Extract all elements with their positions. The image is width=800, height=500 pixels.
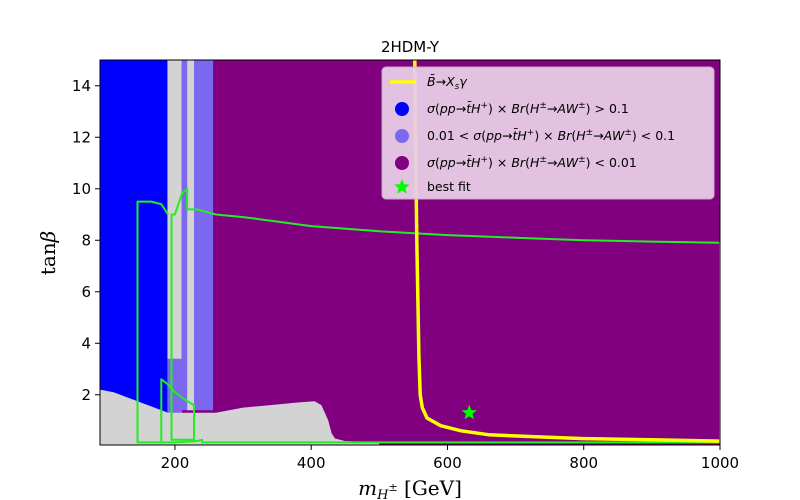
x-tick-label: 400 <box>297 454 326 472</box>
x-tick-label: 600 <box>433 454 462 472</box>
region-blue <box>100 60 168 421</box>
legend: B̄→Xsγ σ(pp→t̄H+) × Br(H±→AW±) > 0.1 0.0… <box>381 66 715 200</box>
region-gray-gap <box>187 60 195 411</box>
green-contour-line <box>136 187 720 444</box>
legend-circle-marker <box>395 156 409 170</box>
y-tick-label: 6 <box>81 283 91 301</box>
legend-label-best-fit: best fit <box>427 179 471 194</box>
x-tick-label: 1000 <box>701 454 739 472</box>
y-tick-label: 10 <box>72 180 91 198</box>
y-tick-label: 12 <box>72 128 91 146</box>
x-tick-label: 200 <box>161 454 190 472</box>
bsgamma-curve <box>413 60 720 443</box>
legend-circle-marker <box>395 102 409 116</box>
legend-box <box>381 66 715 200</box>
x-axis-label: mH± [GeV] <box>358 476 462 500</box>
y-tick-label: 4 <box>81 334 91 352</box>
region-gray-floor <box>100 389 380 445</box>
legend-label-purple: σ(pp→t̄H+) × Br(H±→AW±) < 0.01 <box>427 155 637 170</box>
legend-star-marker <box>394 179 410 194</box>
legend-circle-marker <box>395 129 409 143</box>
legend-entry-light-purple: 0.01 < σ(pp→t̄H+) × Br(H±→AW±) < 0.1 <box>395 128 675 143</box>
legend-label-blue: σ(pp→t̄H+) × Br(H±→AW±) > 0.1 <box>427 101 629 116</box>
x-axis: 200 400 600 800 1000 <box>161 445 739 472</box>
y-tick-label: 8 <box>81 231 91 249</box>
legend-label-light-purple: 0.01 < σ(pp→t̄H+) × Br(H±→AW±) < 0.1 <box>427 128 675 143</box>
plot-frame <box>99 59 721 446</box>
legend-entry-blue: σ(pp→t̄H+) × Br(H±→AW±) > 0.1 <box>395 101 629 116</box>
best-fit-star <box>461 404 477 420</box>
curve-layer <box>136 60 720 444</box>
y-axis: 2 4 6 8 10 12 14 <box>72 77 100 404</box>
legend-entry-best-fit: best fit <box>394 179 471 194</box>
region-layer <box>100 60 380 445</box>
region-light-purple <box>181 60 214 411</box>
legend-entry-purple: σ(pp→t̄H+) × Br(H±→AW±) < 0.01 <box>395 155 637 170</box>
y-tick-label: 14 <box>72 77 91 95</box>
x-tick-label: 800 <box>569 454 598 472</box>
chart-title: 2HDM-Y <box>381 38 440 56</box>
y-tick-label: 2 <box>81 386 91 404</box>
y-axis-label: tanβ <box>36 231 60 275</box>
